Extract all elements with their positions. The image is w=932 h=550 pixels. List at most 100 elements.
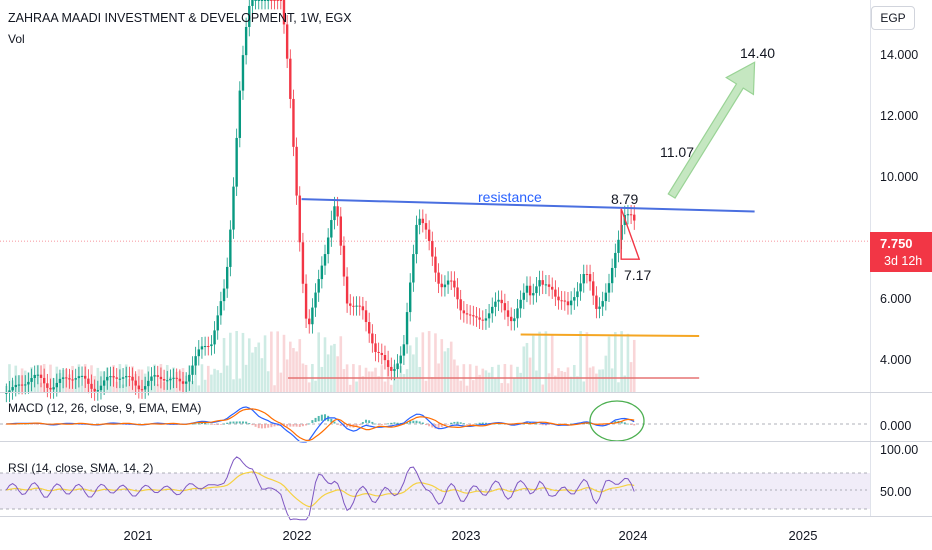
volume-bar: [355, 381, 358, 392]
volume-bar: [535, 370, 538, 392]
volume-bar: [203, 379, 207, 392]
macd-histogram-bar: [620, 421, 623, 424]
symbol-title[interactable]: ZAHRAA MAADI INVESTMENT & DEVELOPMENT, 1…: [8, 11, 352, 25]
candle-body: [418, 218, 421, 225]
macd-histogram-bar: [238, 421, 241, 424]
volume-bar: [632, 339, 636, 392]
candle-body: [219, 301, 223, 316]
candle-body: [573, 297, 576, 301]
macd-pane-separator[interactable]: [0, 392, 932, 393]
candle-body: [17, 384, 21, 386]
volume-bar: [232, 379, 235, 392]
candle-body: [80, 375, 84, 377]
candle-body: [336, 206, 339, 217]
candle-body: [109, 376, 112, 378]
candle-body: [125, 376, 128, 378]
candle-body: [134, 380, 137, 386]
volume-bar: [333, 343, 336, 392]
candle-body: [551, 286, 554, 290]
candle-body: [52, 387, 55, 390]
volume-bar: [263, 335, 267, 392]
macd-histogram-bar: [462, 423, 465, 425]
volume-bar: [405, 369, 409, 392]
volume-bar: [626, 333, 630, 392]
macd-histogram-bar: [336, 424, 339, 425]
macd-histogram-bar: [374, 423, 377, 425]
candle-body: [374, 343, 377, 352]
candle-body: [582, 274, 585, 284]
volume-bar: [374, 367, 377, 392]
candle-body: [137, 385, 141, 390]
candle-body: [538, 280, 541, 287]
candle-body: [99, 385, 103, 391]
volume-bar: [219, 372, 223, 392]
candle-body: [478, 317, 481, 320]
rsi-title[interactable]: RSI (14, close, SMA, 14, 2): [8, 461, 154, 475]
candle-body: [292, 98, 295, 147]
candle-body: [450, 280, 453, 282]
macd-histogram-bar: [418, 421, 421, 424]
macd-histogram-bar: [484, 422, 487, 425]
volume-bar: [601, 369, 604, 392]
last-price-value: 7.750: [880, 236, 913, 251]
candle-body: [156, 375, 159, 377]
candle-body: [24, 384, 27, 386]
macd-histogram-bar: [466, 424, 469, 425]
candle-body: [579, 283, 582, 292]
volume-bar: [295, 351, 298, 392]
candle-body: [93, 388, 96, 392]
candle-body: [115, 377, 118, 379]
volume-bar: [396, 379, 399, 392]
rsi-pane-separator[interactable]: [0, 441, 932, 442]
candle-body: [427, 229, 431, 241]
currency-button[interactable]: EGP: [871, 6, 915, 30]
volume-bar: [408, 345, 412, 392]
macd-title[interactable]: MACD (12, 26, close, 9, EMA, EMA): [8, 401, 202, 415]
candle-body: [276, 0, 279, 1]
macd-histogram-bar: [286, 424, 289, 427]
volume-bar: [247, 338, 251, 392]
volume-bar: [298, 339, 302, 392]
volume-bar: [121, 384, 125, 392]
macd-histogram-bar: [213, 424, 216, 425]
volume-bar: [348, 384, 352, 392]
volume-bar: [490, 366, 494, 392]
price-tick-label: 14.000: [880, 48, 919, 62]
macd-histogram-bar: [216, 424, 219, 425]
volume-bar: [225, 365, 229, 392]
candle-body: [468, 314, 472, 316]
candle-body: [121, 377, 125, 379]
macd-histogram-bar: [270, 424, 273, 428]
time-tick-label: 2024: [618, 528, 648, 543]
macd-histogram-bar: [544, 424, 547, 426]
volume-bar: [484, 370, 488, 392]
candle-body: [342, 245, 346, 277]
volume-indicator-title[interactable]: Vol: [8, 32, 25, 46]
candle-body: [497, 299, 500, 302]
volume-bar: [364, 367, 368, 392]
candle-body: [46, 383, 49, 388]
macd-signal-line: [6, 408, 635, 441]
volume-bar: [421, 332, 425, 392]
volume-bar: [383, 381, 387, 392]
candle-body: [339, 216, 342, 246]
rsi-tick-label: 100.00: [880, 443, 919, 457]
macd-histogram-bar: [421, 422, 424, 424]
candle-body: [409, 282, 412, 313]
candle-body: [528, 285, 532, 296]
macd-histogram-bar: [311, 420, 314, 423]
candle-body: [147, 380, 150, 387]
candle-body: [503, 303, 507, 311]
candle-body: [421, 218, 425, 224]
candle-body: [270, 0, 273, 1]
candle-body: [238, 90, 242, 138]
volume-bar: [506, 383, 510, 392]
candle-body: [516, 308, 519, 319]
macd-histogram-bar: [453, 421, 456, 424]
macd-histogram-bar: [459, 422, 462, 424]
candle-body: [166, 380, 169, 382]
candle-body: [525, 285, 529, 293]
macd-histogram-bar: [235, 421, 238, 424]
candle-body: [371, 333, 374, 344]
